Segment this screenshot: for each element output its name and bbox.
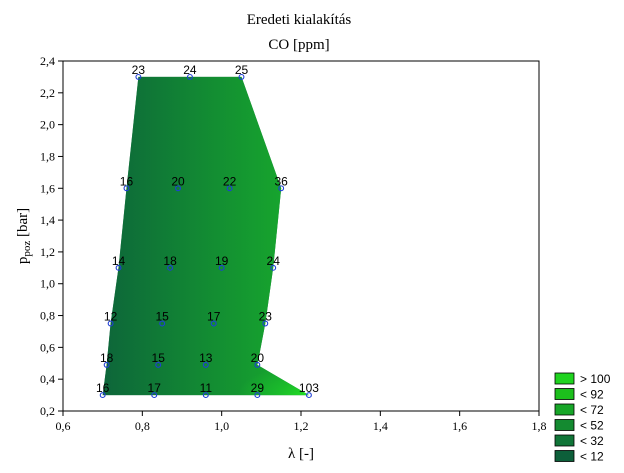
data-point bbox=[103, 361, 110, 368]
x-axis-label: λ [-] bbox=[288, 446, 314, 462]
x-tick-label: 1,0 bbox=[214, 419, 229, 433]
axis-ticks: 0,6 0,8 1,0 1,2 1,4 1,6 1,8 0,2 0,4 0,6 0,8 1,0 1,2 1… bbox=[40, 54, 547, 433]
legend-label: < 32 bbox=[580, 434, 604, 448]
y-tick-label: 0,4 bbox=[40, 372, 55, 386]
data-point-label: 24 bbox=[267, 254, 281, 268]
data-point-label: 18 bbox=[163, 254, 177, 268]
y-axis-label-main: p bbox=[15, 257, 31, 265]
data-point bbox=[186, 73, 193, 80]
data-point-label: 23 bbox=[132, 63, 146, 77]
data-point-label: 15 bbox=[152, 351, 166, 365]
y-tick-label: 2,4 bbox=[40, 54, 55, 68]
data-point-label: 25 bbox=[235, 63, 249, 77]
legend-label: > 100 bbox=[580, 372, 611, 386]
data-point bbox=[210, 320, 217, 327]
data-point bbox=[238, 73, 245, 80]
region-shade-right bbox=[102, 76, 309, 396]
data-point bbox=[305, 392, 312, 399]
data-point bbox=[270, 264, 277, 271]
data-point-label: 20 bbox=[171, 174, 185, 188]
data-point-label: 14 bbox=[112, 254, 126, 268]
x-tick-label: 1,8 bbox=[532, 419, 547, 433]
chart-title: Eredeti kialakítás bbox=[247, 12, 352, 28]
data-point bbox=[202, 361, 209, 368]
data-point bbox=[202, 392, 209, 399]
data-point bbox=[278, 185, 285, 192]
data-point bbox=[155, 361, 162, 368]
x-tick-label: 1,6 bbox=[452, 419, 467, 433]
data-point-label: 22 bbox=[223, 174, 237, 188]
y-tick-label: 0,6 bbox=[40, 340, 55, 354]
y-tick-label: 0,2 bbox=[40, 404, 55, 418]
data-point-label: 24 bbox=[183, 63, 197, 77]
data-point-label: 20 bbox=[251, 351, 265, 365]
data-point-label: 18 bbox=[100, 351, 114, 365]
y-tick-label: 2,2 bbox=[40, 86, 55, 100]
region-hot-corner bbox=[237, 364, 309, 396]
legend-label: < 72 bbox=[580, 403, 604, 417]
x-tick-label: 0,6 bbox=[56, 419, 71, 433]
legend: > 100 < 92< 72 < 52< 32 < 12 bbox=[554, 372, 611, 464]
legend-swatch bbox=[554, 434, 575, 447]
y-tick-label: 1,2 bbox=[40, 245, 55, 259]
data-point bbox=[123, 185, 130, 192]
data-point bbox=[167, 264, 174, 271]
legend-label: < 92 bbox=[580, 388, 604, 402]
y-tick-label: 0,8 bbox=[40, 309, 55, 323]
legend-swatch bbox=[554, 388, 575, 400]
data-point-label: 16 bbox=[120, 174, 134, 188]
data-point-label: 36 bbox=[274, 174, 288, 188]
y-tick-label: 2,0 bbox=[40, 118, 55, 132]
data-point bbox=[254, 361, 261, 368]
data-point bbox=[107, 320, 114, 327]
data-point bbox=[218, 264, 225, 271]
data-point-label: 16 bbox=[96, 381, 110, 395]
data-point bbox=[151, 392, 158, 399]
legend-swatch bbox=[554, 403, 575, 416]
data-point-label: 29 bbox=[251, 381, 265, 395]
data-points: 23 24 25 16 20 22 36 14 18 19 24 12 15 17 23 18 15 13 20 16… bbox=[96, 63, 319, 399]
y-axis-label-sub: poz bbox=[21, 241, 33, 257]
x-tick-label: 0,8 bbox=[135, 419, 150, 433]
data-point-label: 12 bbox=[104, 310, 118, 324]
chart-subtitle: CO [ppm] bbox=[268, 37, 329, 53]
data-point-label: 17 bbox=[148, 381, 162, 395]
x-tick-label: 1,2 bbox=[294, 419, 309, 433]
y-axis-label: ppoz [bar] bbox=[15, 208, 33, 264]
legend-label: < 12 bbox=[580, 450, 604, 464]
data-point bbox=[254, 392, 261, 399]
legend-label: < 52 bbox=[580, 419, 604, 433]
y-tick-label: 1,0 bbox=[40, 277, 55, 291]
data-point-label: 19 bbox=[215, 254, 229, 268]
data-point bbox=[226, 185, 233, 192]
data-point bbox=[159, 320, 166, 327]
data-point-label: 17 bbox=[207, 310, 221, 324]
data-point-label: 103 bbox=[299, 381, 319, 395]
x-tick-label: 1,4 bbox=[373, 419, 388, 433]
data-point-label: 23 bbox=[259, 310, 273, 324]
data-point bbox=[175, 185, 181, 192]
legend-swatch bbox=[554, 419, 575, 431]
data-point bbox=[135, 73, 142, 80]
contour-region bbox=[102, 76, 309, 396]
y-tick-label: 1,8 bbox=[40, 149, 55, 163]
data-point bbox=[262, 320, 269, 327]
legend-swatch bbox=[554, 450, 575, 462]
y-tick-label: 1,4 bbox=[40, 213, 55, 227]
legend-swatch bbox=[554, 372, 575, 385]
data-point bbox=[115, 264, 122, 271]
data-point bbox=[99, 392, 106, 399]
y-axis-label-unit: [bar] bbox=[15, 208, 31, 241]
y-tick-label: 1,6 bbox=[40, 181, 55, 195]
data-point-label: 15 bbox=[155, 310, 169, 324]
data-point-label: 13 bbox=[199, 351, 213, 365]
data-point-label: 11 bbox=[200, 381, 213, 395]
